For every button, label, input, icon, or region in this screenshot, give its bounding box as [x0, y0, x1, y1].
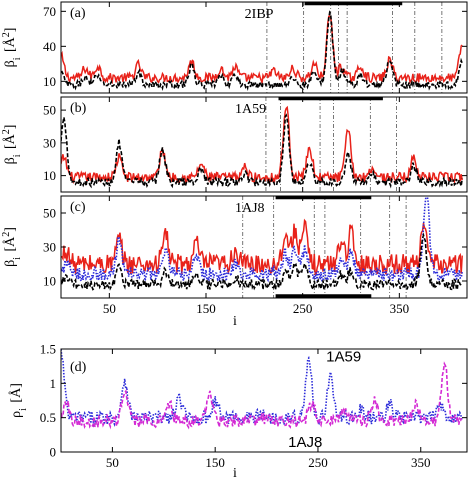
y-axis-label-part: [Å	[2, 133, 18, 152]
y-axis-label-part: i	[18, 408, 29, 411]
series-line-dotted	[61, 349, 463, 428]
panel-1: 10 30 50 (b) 1A59 βi [Å2]	[1, 96, 468, 193]
y-axis-label-part: ρ	[9, 411, 24, 418]
y-axis-label-part: β	[3, 60, 18, 67]
y-axis-label-part: 2	[1, 129, 12, 134]
y-axis-label-part: β	[3, 260, 18, 267]
panel-title: 1A59	[235, 102, 266, 117]
plot-frame	[60, 96, 468, 193]
panel-label: (c)	[70, 200, 86, 215]
x-tick-label: 250	[308, 455, 328, 470]
y-axis-label: βi [Å2]	[1, 125, 23, 165]
x-tick-label: 350	[390, 301, 410, 316]
panel-3: 0 0.5 1 1.5 50 150 250 350 (d) 1A59 1AJ8 ρi [Å]	[8, 342, 468, 470]
y-tick-label: 70	[43, 4, 56, 19]
x-tick-label: 50	[106, 455, 119, 470]
y-axis-label: βi [Å2]	[1, 227, 23, 267]
series-line-solid	[61, 218, 463, 276]
panel-title: 1AJ8	[235, 201, 265, 216]
y-axis-label-part: 2	[1, 32, 12, 37]
series-annotation: 1AJ8	[288, 434, 322, 451]
y-axis-label-part: β	[3, 157, 18, 164]
plot-frame	[60, 348, 468, 453]
y-axis-label-part: i	[12, 154, 23, 157]
y-axis-label: ρi [Å]	[8, 383, 29, 418]
series-line-dashed	[61, 113, 463, 190]
panel-label: (b)	[70, 101, 87, 116]
y-tick-label: 10	[43, 74, 56, 89]
y-tick-label: 10	[43, 274, 56, 289]
series-line-dashed	[61, 10, 463, 92]
y-axis-label-part: [Å	[2, 36, 18, 55]
y-axis-label: βi [Å2]	[1, 28, 23, 68]
y-axis-label-part: [Å]	[8, 383, 24, 406]
series-line-dashed	[61, 232, 463, 292]
x-tick-label: 350	[411, 455, 431, 470]
y-tick-label: 0.5	[40, 410, 56, 425]
series-annotation: 1A59	[326, 348, 361, 365]
y-axis-label-part: [Å	[2, 236, 18, 255]
series-line-dotted	[61, 196, 463, 284]
y-tick-label: 1	[50, 376, 57, 391]
y-axis-label-part: i	[12, 257, 23, 260]
y-tick-label: 0	[50, 445, 57, 460]
y-tick-label: 50	[43, 103, 56, 118]
panel-label: (a)	[70, 6, 86, 21]
series-line-solid	[61, 105, 463, 185]
y-axis-label-part: ]	[3, 28, 18, 33]
y-axis-label-part: 2	[1, 232, 12, 237]
panel-title: 2IBP	[245, 7, 274, 22]
y-axis-label-part: i	[12, 57, 23, 60]
y-tick-label: 1.5	[40, 342, 56, 357]
series-line-dashed	[61, 361, 463, 430]
x-axis-label: i	[233, 314, 237, 329]
y-tick-label: 40	[43, 39, 56, 54]
x-tick-label: 50	[103, 301, 116, 316]
x-axis-label-bottom: i	[233, 466, 237, 481]
panel-label: (d)	[70, 360, 87, 375]
panel-0: 10 40 70 (a) 2IBP βi [Å2]	[1, 1, 468, 94]
x-tick-label: 250	[293, 301, 313, 316]
y-tick-label: 30	[43, 240, 56, 255]
panel-2: 10 30 50 50 150 250 350 (c) 1AJ8 βi [Å2]	[1, 195, 468, 316]
x-tick-label: 150	[205, 455, 225, 470]
plot-frame	[60, 1, 468, 94]
y-axis-label-part: ]	[3, 227, 18, 232]
series-line-solid	[61, 15, 463, 85]
y-tick-label: 50	[43, 206, 56, 221]
y-axis-label-part: ]	[3, 125, 18, 130]
y-tick-label: 10	[43, 168, 56, 183]
x-tick-label: 150	[196, 301, 216, 316]
y-tick-label: 30	[43, 135, 56, 150]
